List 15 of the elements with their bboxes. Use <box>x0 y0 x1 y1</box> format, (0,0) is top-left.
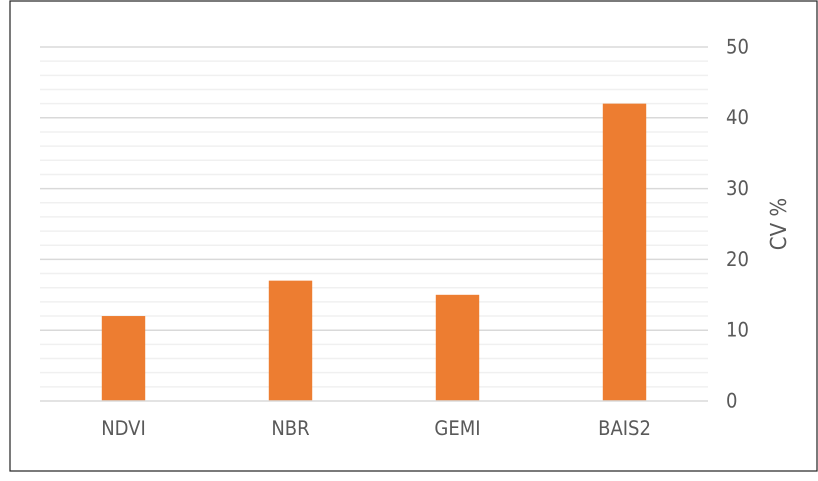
bar <box>436 294 480 401</box>
bar <box>268 280 312 401</box>
bar <box>602 104 646 401</box>
x-tick-label: GEMI <box>434 416 481 440</box>
x-tick-label: BAIS2 <box>598 416 651 440</box>
x-tick-label: NDVI <box>101 416 146 440</box>
y-tick-label: 10 <box>726 318 749 342</box>
y-tick-label: 20 <box>726 246 749 271</box>
y-tick-label: 40 <box>726 105 749 130</box>
y-tick-label: 50 <box>726 34 749 58</box>
x-tick-label: NBR <box>271 416 310 440</box>
y-tick-label: 30 <box>726 176 749 200</box>
bar <box>102 316 146 401</box>
y-tick-label: 0 <box>726 388 738 412</box>
y-axis-title: CV % <box>767 198 792 250</box>
